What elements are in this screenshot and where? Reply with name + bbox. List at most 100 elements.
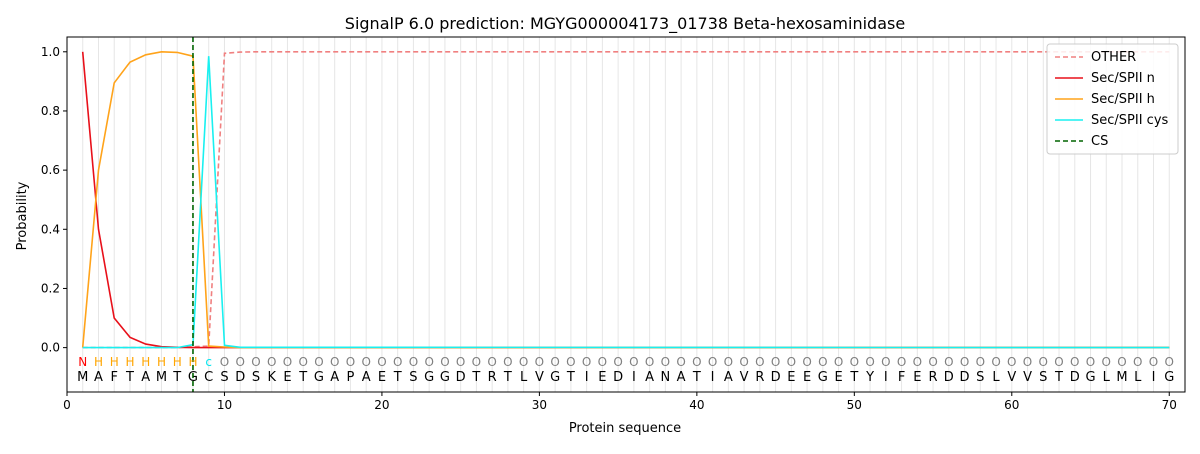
x-tick-label: 10	[217, 398, 232, 412]
residue-letter: D	[613, 370, 623, 385]
residue-letter: G	[188, 370, 198, 385]
y-axis-label: Probability	[15, 181, 30, 250]
residue-state-label: O	[535, 355, 544, 369]
residue-state-label: O	[487, 355, 496, 369]
legend-entry: Sec/SPII cys	[1091, 113, 1169, 128]
series-line-sec-spii-cys	[82, 56, 1170, 349]
residue-letter: L	[1103, 370, 1111, 385]
residue-letter: T	[566, 370, 575, 385]
residue-letter: R	[929, 370, 938, 385]
residue-state-label: O	[991, 355, 1000, 369]
residue-state-label: O	[424, 355, 433, 369]
residue-state-label: O	[251, 355, 260, 369]
residue-state-label: O	[645, 355, 654, 369]
residue-letter: S	[976, 370, 984, 385]
residue-letter: V	[1023, 370, 1032, 385]
residue-letter: R	[488, 370, 497, 385]
residue-state-label: H	[173, 355, 182, 369]
y-tick-label: 1.0	[41, 45, 60, 59]
residue-letter: T	[1054, 370, 1063, 385]
residue-state-label: H	[110, 355, 119, 369]
sequence-annotations: NMHAHFHTHAHMHTHGcCOSODOSOKOEOTOGOAOPOAOE…	[77, 355, 1174, 385]
residue-state-label: O	[1023, 355, 1032, 369]
x-tick-label: 0	[63, 398, 71, 412]
residue-state-label: O	[1165, 355, 1174, 369]
residue-letter: T	[471, 370, 480, 385]
residue-letter: E	[283, 370, 291, 385]
residue-letter: D	[944, 370, 954, 385]
residue-state-label: O	[220, 355, 229, 369]
residue-state-label: N	[78, 355, 87, 369]
residue-state-label: O	[1117, 355, 1126, 369]
residue-state-label: O	[708, 355, 717, 369]
x-tick-label: 30	[532, 398, 547, 412]
residue-letter: P	[347, 370, 355, 385]
x-tick-label: 40	[689, 398, 704, 412]
residue-letter: I	[711, 370, 715, 385]
residue-letter: K	[267, 370, 276, 385]
residue-letter: T	[125, 370, 134, 385]
residue-letter: S	[220, 370, 228, 385]
residue-state-label: O	[377, 355, 386, 369]
residue-letter: S	[252, 370, 260, 385]
residue-state-label: O	[1039, 355, 1048, 369]
residue-state-label: O	[235, 355, 244, 369]
residue-letter: D	[235, 370, 245, 385]
residue-state-label: O	[361, 355, 370, 369]
residue-letter: D	[456, 370, 466, 385]
residue-letter: V	[1007, 370, 1016, 385]
residue-state-label: O	[1054, 355, 1063, 369]
residue-state-label: O	[472, 355, 481, 369]
residue-state-label: O	[818, 355, 827, 369]
residue-state-label: O	[330, 355, 339, 369]
residue-state-label: H	[125, 355, 134, 369]
residue-state-label: O	[1149, 355, 1158, 369]
residue-letter: G	[314, 370, 324, 385]
residue-letter: M	[1116, 370, 1127, 385]
residue-state-label: O	[582, 355, 591, 369]
residue-letter: L	[992, 370, 1000, 385]
residue-state-label: O	[865, 355, 874, 369]
residue-state-label: O	[881, 355, 890, 369]
residue-letter: I	[585, 370, 589, 385]
residue-letter: A	[94, 370, 103, 385]
residue-letter: I	[1152, 370, 1156, 385]
residue-state-label: O	[629, 355, 638, 369]
x-tick-label: 50	[847, 398, 862, 412]
residue-state-label: O	[267, 355, 276, 369]
residue-letter: F	[898, 370, 905, 385]
residue-letter: T	[393, 370, 402, 385]
residue-state-label: O	[850, 355, 859, 369]
residue-state-label: O	[298, 355, 307, 369]
y-axis-ticks: 0.0 0.2 0.4 0.6 0.8 1.0	[41, 45, 67, 355]
residue-letter: V	[535, 370, 544, 385]
residue-state-label: O	[787, 355, 796, 369]
y-tick-label: 0.2	[41, 281, 60, 295]
residue-letter: G	[818, 370, 828, 385]
legend: OTHER Sec/SPII n Sec/SPII h Sec/SPII cys CS	[1046, 43, 1179, 155]
residue-letter: E	[598, 370, 606, 385]
residue-state-label: O	[755, 355, 764, 369]
legend-entry: Sec/SPII n	[1091, 71, 1155, 86]
residue-letter: F	[110, 370, 117, 385]
residue-letter: E	[834, 370, 842, 385]
residue-state-label: O	[1086, 355, 1095, 369]
x-tick-label: 60	[1004, 398, 1019, 412]
residue-letter: R	[755, 370, 764, 385]
residue-state-label: O	[440, 355, 449, 369]
residue-state-label: O	[519, 355, 528, 369]
residue-grid	[82, 37, 1170, 392]
residue-letter: G	[550, 370, 560, 385]
residue-letter: E	[913, 370, 921, 385]
residue-letter: D	[771, 370, 781, 385]
residue-state-label: O	[1102, 355, 1111, 369]
residue-letter: T	[298, 370, 307, 385]
residue-letter: G	[424, 370, 434, 385]
y-tick-label: 0.6	[41, 163, 60, 177]
residue-letter: D	[960, 370, 970, 385]
series-line-sec-spii-n	[81, 51, 1170, 349]
residue-letter: A	[362, 370, 371, 385]
residue-letter: T	[849, 370, 858, 385]
series-line-sec-spii-h	[81, 50, 1170, 349]
